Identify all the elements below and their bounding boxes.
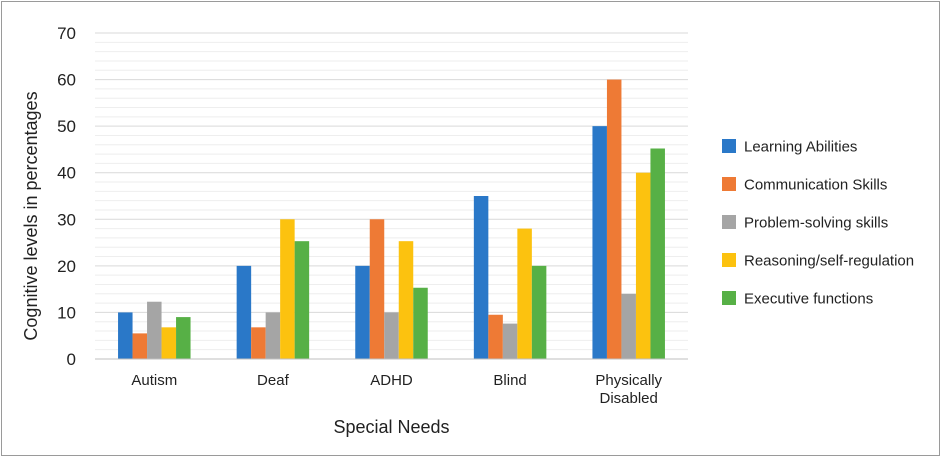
- y-tick-label: 40: [57, 164, 76, 183]
- legend-label: Problem-solving skills: [744, 215, 888, 232]
- bar-executive-functions-deaf: [294, 241, 310, 359]
- bar-problem-solving-skills-deaf: [265, 312, 281, 359]
- bar-communication-skills-adhd: [369, 219, 385, 359]
- bar-problem-solving-skills-physically-disabled: [621, 293, 636, 359]
- legend-label: Communication Skills: [744, 177, 887, 194]
- bar-communication-skills-physically-disabled: [606, 79, 622, 360]
- y-tick-label: 10: [57, 303, 76, 322]
- y-tick-label: 20: [57, 257, 76, 276]
- bar-executive-functions-adhd: [413, 287, 428, 359]
- x-category-labels: Autism Deaf ADHD Blind Physically Disabled: [131, 372, 662, 407]
- bar-reasoning-self-regulation-adhd: [398, 241, 414, 359]
- bar-learning-abilities-deaf: [236, 265, 252, 359]
- bar-communication-skills-deaf: [251, 327, 266, 359]
- y-tick-label: 0: [67, 350, 76, 369]
- x-category-label: Deaf: [257, 372, 290, 389]
- bar-communication-skills-autism: [132, 333, 148, 359]
- bar-learning-abilities-autism: [118, 312, 133, 359]
- y-tick-label: 50: [57, 117, 76, 136]
- x-category-label: Physically Disabled: [595, 372, 662, 407]
- bar-learning-abilities-blind: [473, 196, 489, 359]
- bar-reasoning-self-regulation-blind: [517, 228, 532, 359]
- legend-label: Learning Abilities: [744, 139, 857, 156]
- bar-reasoning-self-regulation-physically-disabled: [635, 172, 651, 359]
- x-category-label: ADHD: [370, 372, 413, 389]
- bar-learning-abilities-physically-disabled: [592, 126, 607, 360]
- bar-executive-functions-physically-disabled: [650, 148, 665, 359]
- y-axis-title: Cognitive levels in percentages: [21, 91, 41, 340]
- bar-executive-functions-blind: [531, 265, 547, 359]
- y-tick-label: 70: [57, 24, 76, 43]
- legend-swatch: [722, 291, 736, 305]
- bar-problem-solving-skills-blind: [502, 323, 518, 359]
- legend-swatch: [722, 253, 736, 267]
- bar-reasoning-self-regulation-autism: [161, 327, 177, 359]
- y-tick-label: 60: [57, 71, 76, 90]
- x-category-label: Blind: [493, 372, 526, 389]
- x-category-label: Autism: [131, 372, 177, 389]
- bar-communication-skills-blind: [488, 314, 503, 359]
- bar-reasoning-self-regulation-deaf: [280, 219, 295, 359]
- legend-label: Reasoning/self-regulation: [744, 253, 914, 270]
- bar-problem-solving-skills-autism: [147, 301, 162, 359]
- y-tick-labels: 0 10 20 30 40 50 60 70: [57, 24, 76, 369]
- bar-problem-solving-skills-adhd: [384, 312, 399, 359]
- legend-swatch: [722, 139, 736, 153]
- legend-swatch: [722, 177, 736, 191]
- bar-learning-abilities-adhd: [355, 265, 370, 359]
- y-tick-label: 30: [57, 210, 76, 229]
- legend: Learning Abilities Communication Skills Pr…: [722, 139, 914, 308]
- legend-label: Executive functions: [744, 291, 873, 308]
- x-axis-title: Special Needs: [333, 417, 449, 437]
- bars: [118, 79, 665, 360]
- bar-executive-functions-autism: [176, 317, 191, 359]
- legend-swatch: [722, 215, 736, 229]
